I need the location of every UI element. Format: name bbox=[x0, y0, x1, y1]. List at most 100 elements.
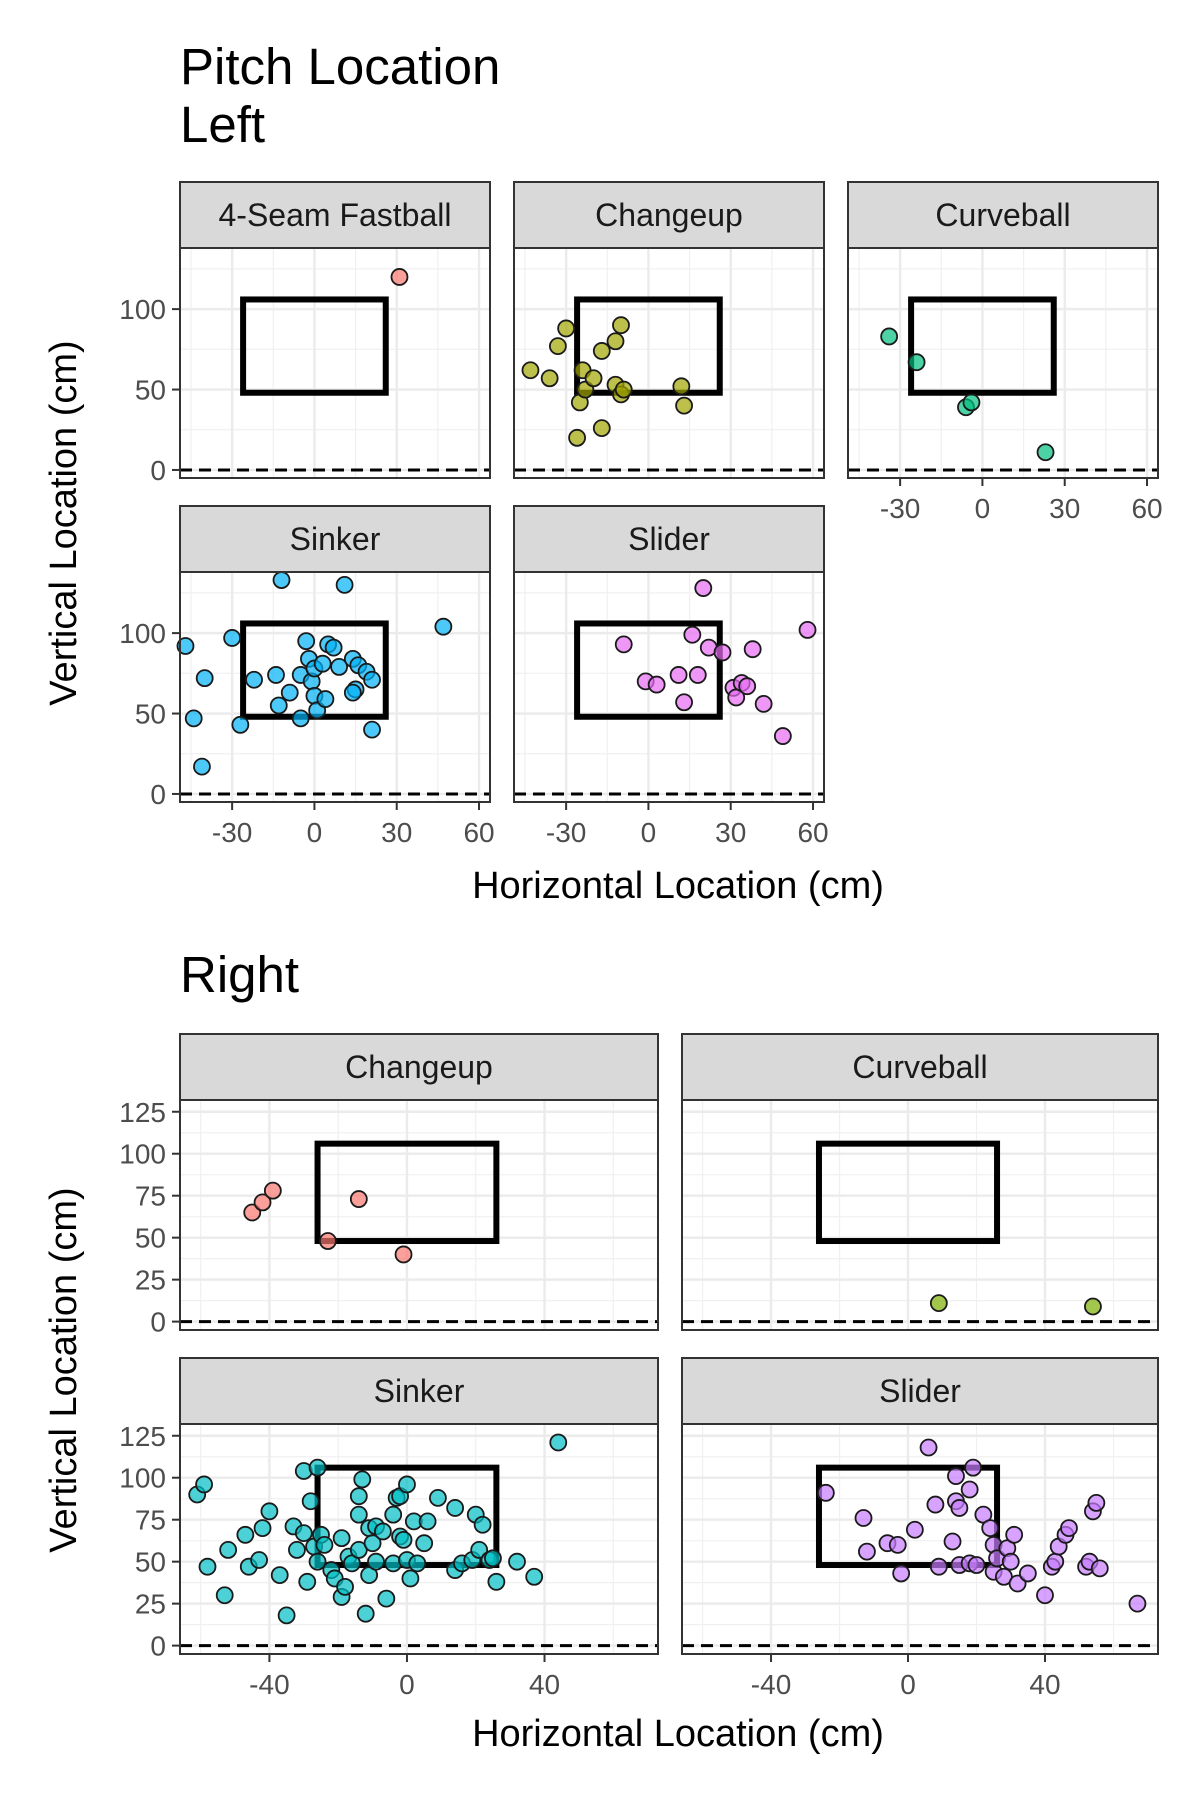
data-point bbox=[332, 1529, 351, 1548]
data-point bbox=[398, 1475, 416, 1494]
data-point bbox=[288, 1541, 306, 1559]
data-point bbox=[349, 1190, 368, 1208]
data-point bbox=[373, 1522, 392, 1541]
data-point bbox=[195, 1475, 213, 1494]
data-point bbox=[297, 632, 316, 651]
facet-panel-left-curveball: Curveball bbox=[847, 181, 1159, 479]
data-point bbox=[905, 1520, 924, 1539]
y-tick-label: 50 bbox=[135, 1547, 166, 1578]
data-point bbox=[267, 666, 285, 684]
strike-zone bbox=[314, 1140, 500, 1245]
y-tick-label: 50 bbox=[135, 699, 166, 730]
x-tick-label: 0 bbox=[399, 1669, 415, 1700]
data-point bbox=[713, 643, 732, 662]
y-tick-label: 50 bbox=[135, 375, 166, 406]
y-tick-label: 100 bbox=[119, 1139, 166, 1170]
data-point bbox=[1084, 1297, 1102, 1316]
data-point bbox=[315, 1535, 334, 1554]
data-point bbox=[508, 1552, 526, 1571]
data-point bbox=[688, 666, 707, 684]
data-point bbox=[880, 327, 899, 346]
data-point bbox=[675, 396, 693, 415]
data-point bbox=[253, 1193, 272, 1212]
x-axis: -30 0 30 60 bbox=[546, 802, 829, 848]
x-tick-label: 0 bbox=[900, 1669, 916, 1700]
data-point bbox=[335, 575, 354, 594]
data-point bbox=[401, 1569, 420, 1588]
data-point bbox=[1036, 1586, 1054, 1605]
data-point bbox=[223, 629, 242, 647]
panel-background bbox=[682, 1100, 1158, 1330]
data-point bbox=[1001, 1552, 1020, 1571]
data-point bbox=[415, 1534, 434, 1553]
data-point bbox=[612, 316, 630, 335]
data-point bbox=[967, 1556, 986, 1574]
facet-strip-label: Slider bbox=[628, 521, 710, 557]
y-tick-label: 75 bbox=[135, 1181, 166, 1212]
y-tick-label: 100 bbox=[119, 294, 166, 325]
data-point bbox=[377, 1589, 396, 1608]
data-point bbox=[434, 617, 453, 636]
x-tick-label: 40 bbox=[529, 1669, 560, 1700]
panel-border bbox=[847, 247, 1159, 479]
strike-zone bbox=[240, 296, 389, 396]
data-point bbox=[647, 675, 666, 694]
x-axis-title-left: Horizontal Location (cm) bbox=[472, 865, 884, 907]
data-point bbox=[384, 1505, 403, 1524]
data-point bbox=[738, 677, 757, 696]
data-point bbox=[568, 428, 586, 447]
data-point bbox=[429, 1488, 447, 1507]
data-point bbox=[907, 353, 926, 372]
data-point bbox=[816, 1483, 835, 1502]
data-point bbox=[269, 696, 288, 715]
panel-background bbox=[682, 1424, 1158, 1654]
x-tick-label: -30 bbox=[546, 817, 586, 848]
data-point bbox=[336, 1577, 354, 1596]
y-tick-label: 100 bbox=[119, 618, 166, 649]
panel-border bbox=[179, 1099, 659, 1331]
data-point bbox=[694, 579, 713, 597]
panel-border bbox=[681, 1099, 1159, 1331]
data-point bbox=[394, 1530, 413, 1549]
data-point bbox=[521, 361, 540, 380]
data-point bbox=[260, 1502, 279, 1521]
data-point bbox=[215, 1586, 234, 1605]
data-point bbox=[353, 1470, 372, 1489]
facet-strip-label: Changeup bbox=[345, 1049, 493, 1085]
facet-strip bbox=[179, 1357, 659, 1425]
data-point bbox=[270, 1566, 289, 1584]
facet-panel-right-sinker: Sinker 0 25 50 75 100 125 bbox=[119, 1357, 659, 1662]
facet-strip bbox=[513, 505, 825, 573]
facet-panel-right-curveball: Curveball bbox=[681, 1033, 1159, 1331]
strike-zone bbox=[574, 296, 723, 396]
data-point bbox=[184, 709, 203, 728]
y-tick-label: 75 bbox=[135, 1505, 166, 1536]
y-tick-label: 0 bbox=[150, 1307, 166, 1338]
facet-strip bbox=[681, 1357, 1159, 1425]
x-tick-label: -40 bbox=[751, 1669, 791, 1700]
x-tick-label: 30 bbox=[1049, 493, 1080, 524]
data-point bbox=[1128, 1594, 1147, 1613]
x-tick-label: 30 bbox=[715, 817, 746, 848]
facet-panel-right-changeup: Changeup 0 25 50 75 100 125 bbox=[119, 1033, 659, 1338]
data-point bbox=[743, 640, 762, 659]
data-point bbox=[195, 669, 214, 688]
y-tick-label: 0 bbox=[150, 455, 166, 486]
data-point bbox=[606, 332, 625, 351]
data-point bbox=[198, 1557, 217, 1576]
x-tick-label: 40 bbox=[1029, 1669, 1060, 1700]
data-point bbox=[962, 393, 981, 412]
panel-border bbox=[179, 1423, 659, 1655]
x-tick-label: 0 bbox=[975, 493, 991, 524]
section-title-left: Left bbox=[180, 96, 265, 153]
x-tick-label: -40 bbox=[249, 1669, 289, 1700]
data-point bbox=[798, 621, 817, 639]
data-point bbox=[363, 720, 381, 739]
data-point bbox=[672, 377, 691, 396]
x-tick-label: 0 bbox=[641, 817, 657, 848]
panel-border bbox=[179, 571, 491, 803]
data-point bbox=[316, 690, 335, 708]
y-tick-label: 125 bbox=[119, 1421, 166, 1452]
x-axis: -40 0 40 bbox=[751, 1654, 1061, 1700]
